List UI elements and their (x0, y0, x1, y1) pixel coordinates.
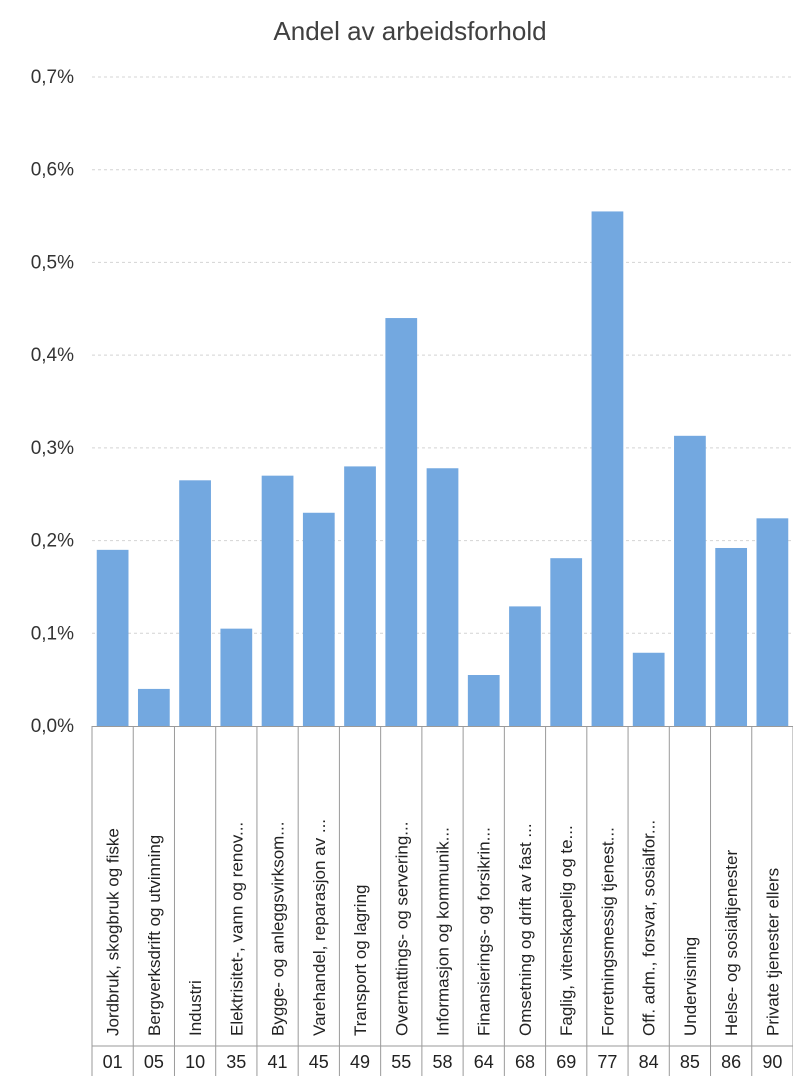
category-code: 01 (103, 1052, 123, 1072)
category-code: 85 (680, 1052, 700, 1072)
y-tick-label: 0,1% (31, 623, 74, 644)
bar (220, 628, 253, 726)
category-code: 49 (350, 1052, 370, 1072)
bar (550, 558, 583, 726)
category-code: 41 (268, 1052, 288, 1072)
category-label: Faglig, vitenskapelig og te... (557, 825, 576, 1036)
bar (756, 518, 789, 726)
category-codes: 01 05 10 35 41 45 49 55 58 64 68 69 77 84 85 86 90 (103, 1052, 783, 1072)
category-code: 55 (391, 1052, 411, 1072)
bar (96, 549, 129, 726)
category-code: 68 (515, 1052, 535, 1072)
category-code: 84 (639, 1052, 659, 1072)
category-label: Forretningsmessig tjenest... (598, 827, 617, 1036)
bar (385, 318, 418, 726)
y-tick-label: 0,5% (31, 252, 74, 273)
category-label: Transport og lagring (351, 884, 370, 1036)
bar (509, 606, 541, 726)
y-tick-label: 0,4% (31, 345, 74, 366)
category-code: 64 (474, 1052, 494, 1072)
bar (426, 468, 459, 726)
y-tick-label: 0,6% (31, 160, 74, 181)
bar (302, 512, 335, 726)
category-label: Bygge- og anleggsvirksom... (269, 822, 288, 1037)
y-tick-label: 0,7% (31, 67, 74, 88)
category-label: Helse- og sosialtjenester (722, 850, 741, 1036)
category-code: 90 (762, 1052, 782, 1072)
y-tick-label: 0,2% (31, 531, 74, 552)
category-label: Off. adm., forsvar, sosialfor... (640, 820, 659, 1036)
category-label: Informasjon og kommunik... (434, 827, 453, 1036)
bar (674, 435, 706, 726)
category-code: 35 (226, 1052, 246, 1072)
bar (591, 211, 624, 726)
category-label: Bergverksdrift og utvinning (145, 835, 164, 1036)
bars (96, 211, 789, 726)
category-label: Industri (186, 980, 205, 1036)
y-axis-ticks: 0,0% 0,1% 0,2% 0,3% 0,4% 0,5% 0,6% 0,7% (31, 67, 74, 737)
category-label: Jordbruk, skogbruk og fiske (104, 828, 123, 1036)
category-code: 10 (185, 1052, 205, 1072)
y-tick-label: 0,0% (31, 716, 74, 737)
category-label: Omsetning og drift av fast ... (516, 823, 535, 1036)
category-code: 45 (309, 1052, 329, 1072)
category-code: 69 (556, 1052, 576, 1072)
category-label: Overnattings- og servering... (392, 822, 411, 1036)
bar (261, 475, 294, 726)
chart-title: Andel av arbeidsforhold (273, 16, 546, 46)
bar (179, 480, 211, 726)
category-label: Private tjenester ellers (763, 868, 782, 1036)
category-label: Varehandel, reparasjon av ... (310, 819, 329, 1036)
category-code: 58 (432, 1052, 452, 1072)
category-code: 05 (144, 1052, 164, 1072)
bar (467, 675, 500, 726)
category-code: 77 (597, 1052, 617, 1072)
category-label: Elektrisitet-, vann og renov... (227, 822, 246, 1036)
category-code: 86 (721, 1052, 741, 1072)
category-label: Undervisning (681, 937, 700, 1036)
bar (344, 466, 376, 726)
bar (137, 688, 170, 726)
bar (715, 547, 748, 726)
bar (632, 652, 665, 726)
category-labels: Jordbruk, skogbruk og fiske Bergverksdrif… (91, 726, 793, 1076)
category-label: Finansierings- og forsikrin... (475, 827, 494, 1036)
y-tick-label: 0,3% (31, 438, 74, 459)
